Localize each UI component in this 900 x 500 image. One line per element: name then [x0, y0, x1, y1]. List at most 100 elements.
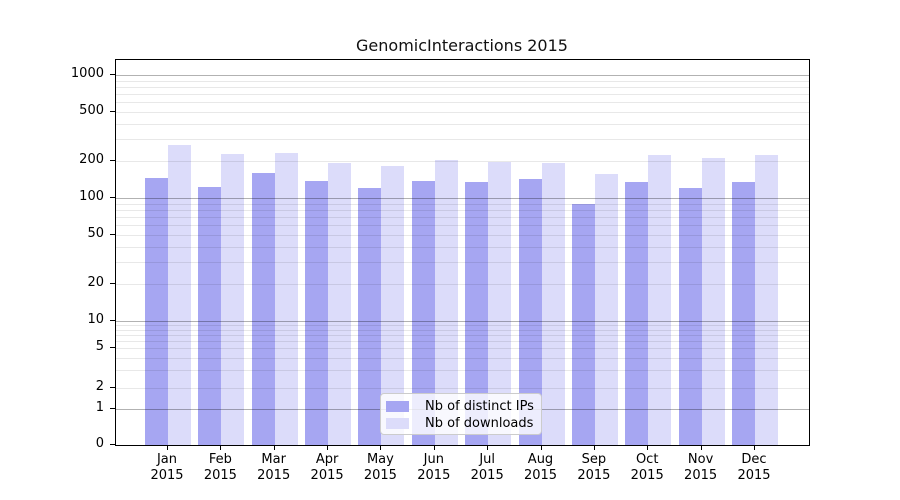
x-tick-mark-jul — [487, 445, 489, 450]
year-label: 2015 — [257, 468, 291, 483]
month-label: Nov — [687, 452, 714, 467]
bar-feb-distinct-ips — [198, 186, 222, 445]
month-label: Dec — [741, 452, 767, 467]
bar-apr-downloads — [328, 163, 352, 445]
gridline-900 — [116, 80, 809, 82]
gridline-1000 — [116, 75, 809, 76]
bar-mar-distinct-ips — [251, 172, 275, 445]
gridline-100 — [116, 198, 809, 199]
gridline-3 — [116, 370, 809, 372]
y-tick-label-1: 1 — [95, 400, 104, 415]
x-tick-mark-apr — [327, 445, 329, 450]
year-label: 2015 — [150, 468, 184, 483]
y-tick-label-0: 0 — [95, 436, 104, 451]
y-tick-label-5: 5 — [95, 339, 104, 354]
gridline-6 — [116, 340, 809, 342]
bar-jul-downloads — [488, 162, 512, 445]
gridline-10 — [116, 321, 809, 322]
bar-may-downloads — [381, 166, 405, 445]
month-label: Mar — [261, 452, 286, 467]
bar-aug-distinct-ips — [518, 178, 542, 445]
month-label: Apr — [315, 452, 339, 467]
month-label: Jun — [423, 452, 444, 467]
gridline-200 — [116, 161, 809, 162]
x-tick-mark-nov — [700, 445, 702, 450]
x-tick-mark-oct — [647, 445, 649, 450]
x-tick-label-mar: Mar 2015 — [243, 452, 305, 484]
month-label: Feb — [208, 452, 232, 467]
y-tick-label-1000: 1000 — [70, 66, 104, 81]
x-tick-label-jul: Jul 2015 — [456, 452, 518, 484]
gridline-7 — [116, 334, 809, 336]
y-tick-mark-1000 — [110, 74, 115, 75]
bar-jan-distinct-ips — [145, 178, 168, 445]
gridline-8 — [116, 329, 809, 331]
x-tick-mark-mar — [273, 445, 275, 450]
y-tick-mark-5 — [110, 347, 115, 348]
x-tick-mark-feb — [220, 445, 222, 450]
bar-nov-distinct-ips — [678, 187, 702, 445]
y-tick-mark-1 — [110, 408, 115, 409]
chart-title: GenomicInteractions 2015 — [356, 36, 568, 55]
y-tick-label-200: 200 — [79, 152, 104, 167]
gridline-50 — [116, 235, 809, 236]
x-tick-mark-dec — [754, 445, 755, 450]
year-label: 2015 — [684, 468, 718, 483]
gridline-70 — [116, 217, 809, 219]
x-tick-label-nov: Nov 2015 — [670, 452, 732, 484]
gridline-20 — [116, 284, 809, 285]
x-tick-mark-aug — [540, 445, 542, 450]
grid-layer — [116, 60, 809, 445]
x-tick-mark-may — [380, 445, 382, 450]
gridline-30 — [116, 262, 809, 264]
gridline-800 — [116, 86, 809, 88]
bar-jul-distinct-ips — [465, 182, 489, 445]
bars-layer — [116, 60, 809, 445]
year-label: 2015 — [203, 468, 237, 483]
gridline-300 — [116, 139, 809, 141]
bar-jun-distinct-ips — [411, 181, 435, 445]
x-tick-mark-sep — [593, 445, 595, 450]
month-label: Aug — [527, 452, 554, 467]
gridline-600 — [116, 102, 809, 104]
x-tick-label-aug: Aug 2015 — [510, 452, 572, 484]
y-tick-mark-2 — [110, 387, 115, 388]
year-label: 2015 — [470, 468, 504, 483]
plot-area — [115, 59, 810, 446]
legend-label-distinct-ips: Nb of distinct IPs — [425, 399, 534, 414]
legend: Nb of distinct IPs Nb of downloads — [380, 393, 542, 435]
year-label: 2015 — [417, 468, 451, 483]
year-label: 2015 — [523, 468, 558, 483]
y-tick-label-50: 50 — [87, 226, 104, 241]
gridline-400 — [116, 123, 809, 125]
year-label: 2015 — [737, 468, 771, 483]
bar-aug-downloads — [541, 162, 565, 445]
x-tick-label-may: May 2015 — [349, 452, 411, 484]
bar-jan-downloads — [168, 144, 191, 445]
bar-oct-downloads — [648, 154, 672, 445]
x-tick-label-jun: Jun 2015 — [403, 452, 465, 484]
gridline-40 — [116, 246, 809, 248]
year-label: 2015 — [577, 468, 611, 483]
legend-swatch-downloads — [386, 418, 409, 429]
month-label: May — [366, 452, 394, 467]
x-tick-label-feb: Feb 2015 — [189, 452, 251, 484]
y-tick-label-20: 20 — [87, 275, 104, 290]
x-tick-mark-jan — [167, 445, 168, 450]
legend-label-downloads: Nb of downloads — [425, 416, 534, 431]
y-tick-label-100: 100 — [79, 189, 104, 204]
x-tick-label-apr: Apr 2015 — [296, 452, 358, 484]
gridline-60 — [116, 225, 809, 227]
legend-row-distinct-ips: Nb of distinct IPs — [386, 398, 541, 415]
bar-oct-distinct-ips — [625, 182, 649, 445]
y-tick-mark-0 — [110, 444, 115, 445]
bar-nov-downloads — [701, 158, 725, 445]
bar-jun-downloads — [434, 159, 458, 445]
bar-sep-distinct-ips — [571, 203, 595, 445]
y-tick-mark-500 — [110, 111, 115, 112]
year-label: 2015 — [630, 468, 664, 483]
year-label: 2015 — [310, 468, 344, 483]
x-tick-label-jan: Jan 2015 — [136, 452, 198, 484]
gridline-80 — [116, 209, 809, 211]
